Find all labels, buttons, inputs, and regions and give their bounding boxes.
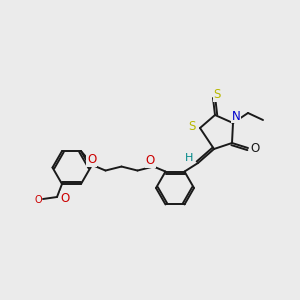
Text: O: O [34,195,42,205]
Text: S: S [213,88,221,101]
Text: O: O [60,191,70,205]
Text: N: N [232,110,240,122]
Text: S: S [188,121,196,134]
Text: O: O [250,142,260,155]
Text: O: O [87,153,96,166]
Text: H: H [185,153,193,163]
Text: O: O [146,154,155,167]
